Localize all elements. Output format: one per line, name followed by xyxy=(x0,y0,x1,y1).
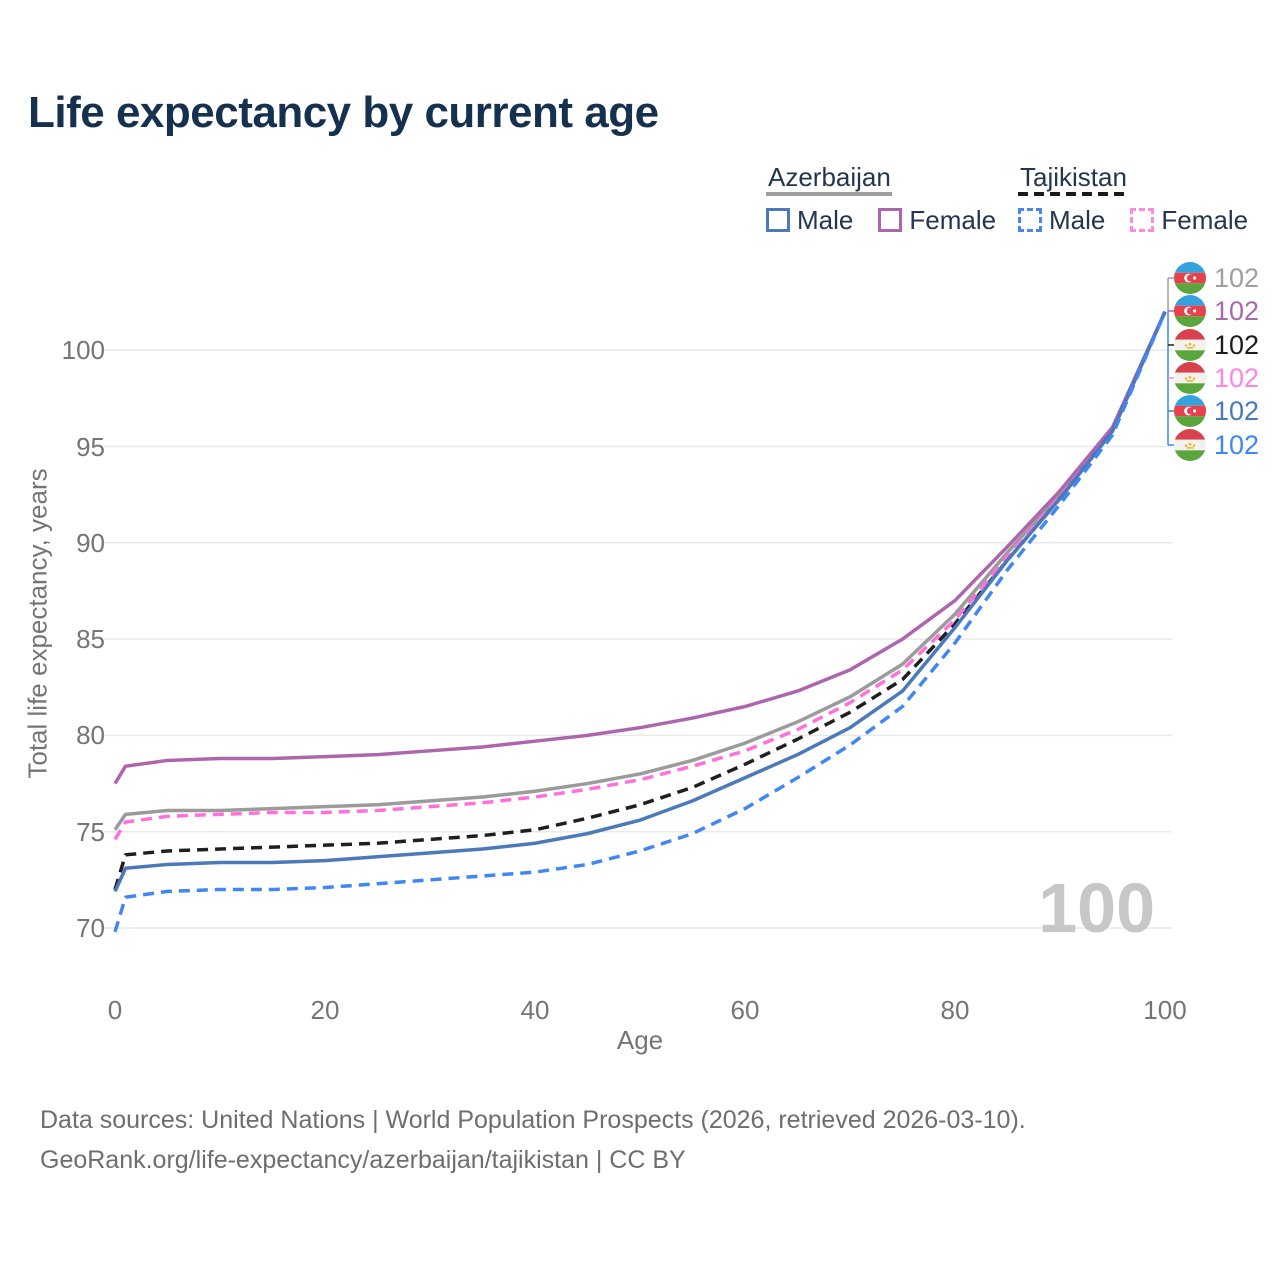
x-tick-label: 80 xyxy=(940,995,970,1025)
footer-sources: Data sources: United Nations | World Pop… xyxy=(40,1106,1026,1134)
end-label-value: 102 xyxy=(1214,429,1260,460)
end-label-value: 102 xyxy=(1214,295,1260,326)
legend-label-tajikistan-female[interactable]: Female xyxy=(1161,204,1249,235)
azerbaijan-flag-icon xyxy=(1174,295,1206,327)
legend-label-azerbaijan-male[interactable]: Male xyxy=(797,204,854,235)
x-tick-label: 60 xyxy=(730,995,760,1025)
legend-underline-azerbaijan-solid xyxy=(766,192,892,196)
legend-country-azerbaijan[interactable]: Azerbaijan xyxy=(768,162,891,192)
series-line-azerbaijan-female[interactable] xyxy=(113,310,1167,785)
legend-row-tajikistan: Male Female xyxy=(1018,204,1266,236)
series-line-tajikistan-female[interactable] xyxy=(113,310,1167,841)
legend-swatch-azerbaijan-male[interactable] xyxy=(766,208,790,232)
footer-link: GeoRank.org/life-expectancy/azerbaijan/t… xyxy=(40,1146,686,1174)
x-tick-label: 20 xyxy=(310,995,340,1025)
legend-swatch-azerbaijan-female[interactable] xyxy=(878,208,903,232)
y-tick-label: 100 xyxy=(61,335,105,366)
x-tick-label: 100 xyxy=(1143,995,1187,1025)
series-line-azerbaijan-both-sexes[interactable] xyxy=(113,310,1167,831)
y-tick-label: 95 xyxy=(76,431,105,462)
y-tick-label: 70 xyxy=(76,913,105,943)
azerbaijan-flag-icon xyxy=(1174,395,1206,427)
series-line-tajikistan-male[interactable] xyxy=(113,310,1167,933)
x-tick-label: 40 xyxy=(520,995,550,1025)
end-label-azerbaijan-both-sexes: 102 xyxy=(1174,262,1259,294)
legend-label-azerbaijan-female[interactable]: Female xyxy=(909,204,997,235)
end-label-value: 102 xyxy=(1214,262,1260,293)
y-tick-label: 75 xyxy=(76,816,105,847)
legend-underline-tajikistan-dashed xyxy=(1018,192,1130,196)
tajikistan-flag-icon xyxy=(1174,429,1206,461)
legend-country-tajikistan[interactable]: Tajikistan xyxy=(1020,162,1127,192)
tajikistan-flag-icon xyxy=(1174,329,1206,361)
age-watermark: 100 xyxy=(1038,869,1155,947)
y-tick-label: 90 xyxy=(76,527,105,558)
x-axis-title: Age xyxy=(616,1025,664,1055)
series-line-tajikistan-both-sexes[interactable] xyxy=(113,310,1167,890)
legend-row-azerbaijan: Male Female xyxy=(766,204,1014,236)
end-label-azerbaijan-female: 102 xyxy=(1174,295,1259,327)
end-label-value: 102 xyxy=(1214,395,1260,426)
end-label-value: 102 xyxy=(1214,329,1260,360)
end-label-tajikistan-male: 102 xyxy=(1174,429,1259,461)
azerbaijan-flag-icon xyxy=(1174,262,1206,294)
end-label-tajikistan-both-sexes: 102 xyxy=(1174,329,1259,361)
legend-swatch-tajikistan-female[interactable] xyxy=(1130,208,1155,232)
legend-swatch-tajikistan-male[interactable] xyxy=(1018,208,1042,232)
legend-label-tajikistan-male[interactable]: Male xyxy=(1049,204,1106,235)
page-title: Life expectancy by current age xyxy=(28,88,659,137)
y-tick-label: 80 xyxy=(76,720,105,751)
end-label-azerbaijan-male: 102 xyxy=(1174,395,1259,427)
series-line-azerbaijan-male[interactable] xyxy=(113,310,1167,893)
end-label-value: 102 xyxy=(1214,362,1260,393)
end-label-tajikistan-female: 102 xyxy=(1174,362,1259,394)
tajikistan-flag-icon xyxy=(1174,362,1206,394)
x-tick-label: 0 xyxy=(107,995,123,1025)
y-tick-label: 85 xyxy=(76,624,105,655)
